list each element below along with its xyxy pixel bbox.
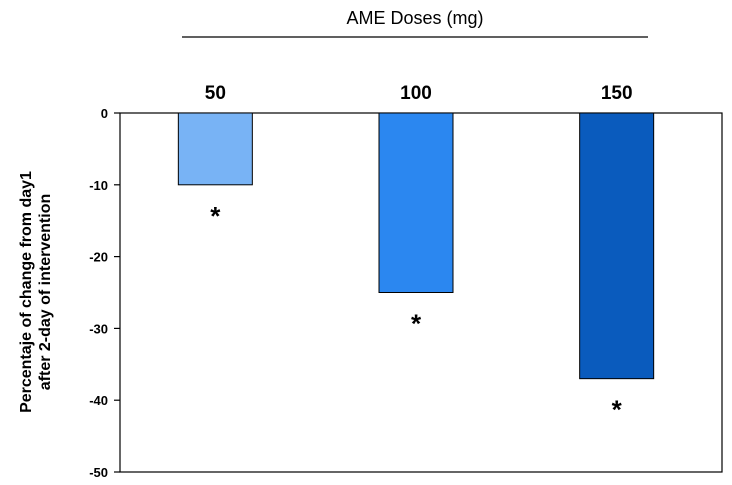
y-axis-label-line-2: after 2-day of intervention	[37, 194, 54, 390]
category-label: 50	[205, 83, 226, 104]
y-tick-label: 0	[101, 106, 108, 121]
significance-marker: *	[612, 395, 623, 425]
y-tick-label: -40	[89, 393, 108, 408]
y-tick-label: -10	[89, 178, 108, 193]
y-axis: 0 -10 -20 -30 -40 -50	[89, 106, 120, 480]
category-label: 150	[601, 83, 633, 104]
y-axis-label-line-1: Percentaje of change from day1	[18, 171, 35, 413]
significance-marker: *	[411, 309, 422, 339]
y-tick-label: -20	[89, 250, 108, 265]
y-tick-label: -50	[89, 465, 108, 480]
y-tick-label: -30	[89, 321, 108, 336]
bar-150	[579, 112, 655, 380]
bar-100	[378, 112, 454, 293]
chart-title: AME Doses (mg)	[346, 8, 483, 28]
category-label: 100	[400, 83, 432, 104]
y-axis-label: Percentaje of change from day1 after 2-d…	[18, 171, 54, 413]
bars-group: 50 * 100 * 150 *	[177, 83, 655, 425]
significance-marker: *	[210, 201, 221, 231]
bar-50	[177, 112, 253, 186]
